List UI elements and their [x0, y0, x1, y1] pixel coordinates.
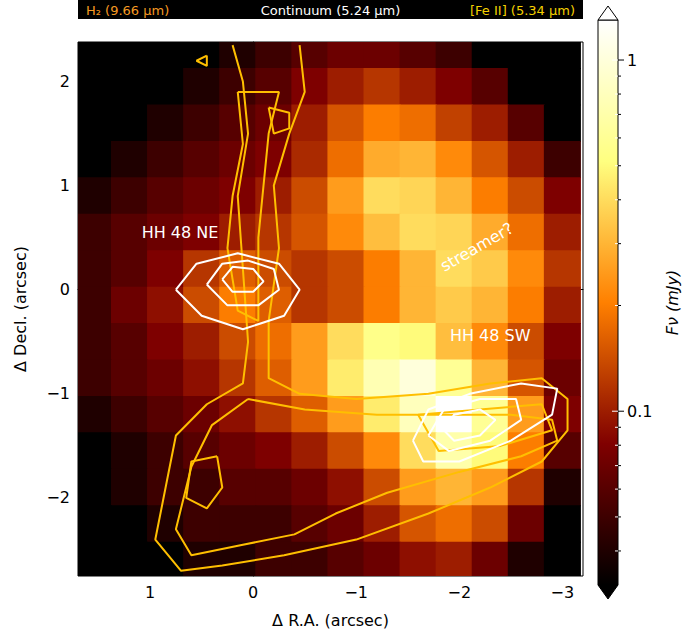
svg-text:−1: −1: [344, 583, 368, 602]
svg-text:1: 1: [145, 583, 155, 602]
svg-text:1: 1: [627, 51, 637, 70]
svg-text:−2: −2: [448, 583, 472, 602]
svg-text:0: 0: [60, 280, 70, 299]
svg-text:H₂ (9.66 μm): H₂ (9.66 μm): [86, 3, 169, 18]
svg-text:1: 1: [60, 176, 70, 195]
svg-text:−3: −3: [551, 583, 575, 602]
svg-text:Fν (mJy): Fν (mJy): [663, 270, 682, 335]
svg-text:0.1: 0.1: [627, 402, 652, 421]
svg-text:HH 48 NE: HH 48 NE: [142, 223, 219, 242]
svg-text:−2: −2: [46, 488, 70, 507]
svg-text:0: 0: [248, 583, 258, 602]
svg-text:[Fe II] (5.34 μm): [Fe II] (5.34 μm): [470, 3, 575, 18]
svg-text:Δ R.A. (arcsec): Δ R.A. (arcsec): [272, 611, 389, 630]
svg-text:2: 2: [60, 72, 70, 91]
svg-text:streamer?: streamer?: [437, 219, 517, 276]
svg-text:−1: −1: [46, 384, 70, 403]
svg-text:HH 48 SW: HH 48 SW: [450, 326, 531, 345]
svg-text:Continuum (5.24 μm): Continuum (5.24 μm): [261, 3, 401, 18]
svg-text:Δ Decl. (arcsec): Δ Decl. (arcsec): [11, 246, 30, 372]
